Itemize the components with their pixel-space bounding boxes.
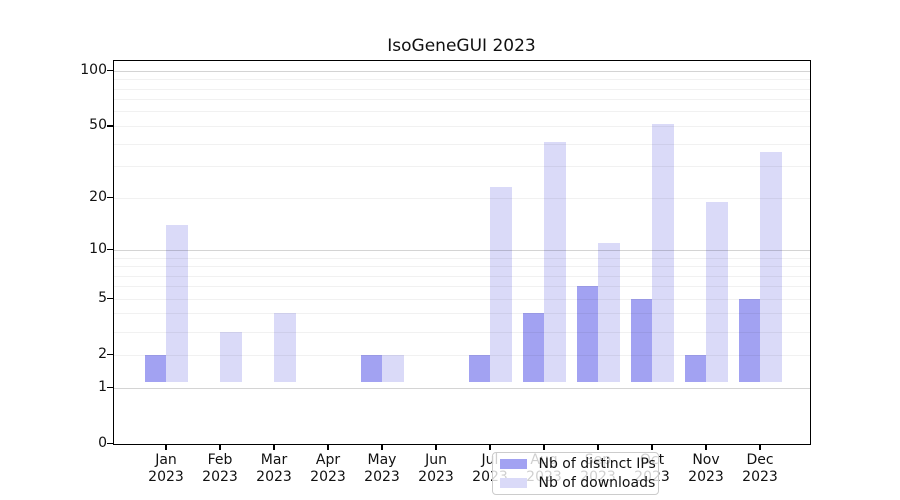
legend-swatch-downloads	[499, 478, 527, 488]
gridline-minor	[113, 275, 810, 277]
gridline-major	[113, 249, 810, 251]
x-tick-mark	[435, 443, 437, 450]
bar-downloads-aug	[544, 141, 566, 383]
x-tick-mark	[705, 443, 707, 450]
x-tick-year: 2023	[364, 468, 400, 485]
bar-distinct-ips-oct	[630, 298, 652, 383]
x-tick-mark	[273, 443, 275, 450]
gridline-minor	[113, 79, 810, 81]
gridline-minor	[113, 111, 810, 113]
y-tick-label: 1	[98, 378, 107, 395]
gridline-minor	[113, 143, 810, 145]
legend-item-distinct-ips: Nb of distinct IPs	[499, 456, 658, 472]
gridline-major	[113, 387, 810, 389]
bar-distinct-ips-aug	[522, 313, 544, 383]
legend-label-distinct-ips: Nb of distinct IPs	[538, 456, 656, 472]
x-tick-mark	[651, 443, 653, 450]
x-tick-month: Feb	[207, 452, 233, 468]
y-tick-label: 2	[98, 345, 107, 362]
x-tick-mark	[165, 443, 167, 450]
legend-item-downloads: Nb of downloads	[499, 475, 658, 491]
x-tick-year: 2023	[148, 468, 184, 485]
y-tick-mark	[106, 298, 114, 300]
x-tick-year: 2023	[256, 468, 292, 485]
legend-swatch-distinct-ips	[499, 459, 527, 469]
bar-downloads-jul	[490, 186, 512, 383]
x-tick-year: 2023	[202, 468, 238, 485]
gridline-minor	[113, 125, 810, 127]
plot-area: Nb of distinct IPs Nb of downloads	[112, 60, 811, 495]
x-tick-label: Apr 2023	[300, 452, 356, 485]
chart-title: IsoGeneGUI 2023	[387, 36, 536, 56]
y-tick-mark	[106, 442, 114, 445]
bar-downloads-jan	[166, 224, 188, 383]
x-tick-label: Jan 2023	[138, 452, 194, 485]
x-tick-month: Dec	[746, 452, 774, 468]
y-tick-mark	[106, 69, 114, 72]
x-tick-label: Dec 2023	[732, 452, 788, 485]
x-tick-month: Jan	[155, 452, 177, 468]
y-tick-label: 50	[89, 116, 107, 133]
x-tick-mark	[219, 443, 221, 450]
gridline-minor	[113, 99, 810, 101]
x-tick-label: Mar 2023	[246, 452, 302, 485]
y-tick-label: 0	[98, 434, 107, 451]
gridline-minor	[113, 257, 810, 259]
bar-distinct-ips-dec	[738, 298, 760, 383]
bar-downloads-sep	[598, 242, 620, 383]
y-tick-mark	[106, 249, 114, 251]
bar-distinct-ips-jan	[144, 354, 166, 383]
x-tick-month: Jun	[425, 452, 447, 468]
bar-downloads-nov	[706, 201, 728, 383]
y-tick-label: 10	[89, 240, 107, 257]
x-tick-label: Nov 2023	[678, 452, 734, 485]
bar-distinct-ips-jul	[468, 354, 490, 383]
x-tick-mark	[597, 443, 599, 450]
x-tick-month: May	[367, 452, 397, 468]
x-tick-mark	[489, 443, 491, 450]
x-tick-label: Feb 2023	[192, 452, 248, 485]
x-tick-month: Mar	[260, 452, 288, 468]
gridline-minor	[113, 313, 810, 315]
x-tick-year: 2023	[418, 468, 454, 485]
y-tick-mark	[106, 196, 114, 199]
bar-downloads-may	[382, 354, 404, 383]
x-tick-mark	[327, 443, 329, 450]
y-tick-mark	[106, 386, 114, 389]
bar-downloads-dec	[760, 151, 782, 383]
x-tick-year: 2023	[688, 468, 724, 485]
x-tick-month: Apr	[315, 452, 341, 468]
x-tick-label: Jun 2023	[408, 452, 464, 485]
bar-distinct-ips-sep	[576, 286, 598, 383]
legend-label-downloads: Nb of downloads	[538, 475, 656, 491]
x-tick-year: 2023	[310, 468, 346, 485]
y-tick-label: 5	[98, 289, 107, 306]
bar-downloads-mar	[274, 313, 296, 383]
x-tick-year: 2023	[742, 468, 778, 485]
y-tick-label: 100	[80, 61, 107, 78]
gridline-minor	[113, 197, 810, 199]
bar-distinct-ips-nov	[684, 354, 706, 383]
bar-distinct-ips-may	[360, 354, 382, 383]
gridline-minor	[113, 286, 810, 288]
x-tick-label: May 2023	[354, 452, 410, 485]
bar-downloads-oct	[652, 124, 674, 383]
y-tick-label: 20	[89, 188, 107, 205]
gridline-major	[113, 70, 810, 72]
x-tick-mark	[759, 443, 761, 450]
x-tick-month: Nov	[692, 452, 720, 468]
gridline-minor	[113, 166, 810, 168]
x-tick-mark	[543, 443, 545, 450]
y-tick-mark	[106, 125, 114, 127]
gridline-minor	[113, 331, 810, 333]
x-tick-mark	[381, 443, 383, 450]
gridline-minor	[113, 266, 810, 267]
gridline-minor	[113, 88, 810, 90]
gridline-minor	[113, 354, 810, 356]
y-tick-mark	[106, 354, 114, 356]
bar-downloads-feb	[220, 331, 242, 383]
gridline-minor	[113, 298, 810, 300]
legend: Nb of distinct IPs Nb of downloads	[491, 452, 659, 495]
